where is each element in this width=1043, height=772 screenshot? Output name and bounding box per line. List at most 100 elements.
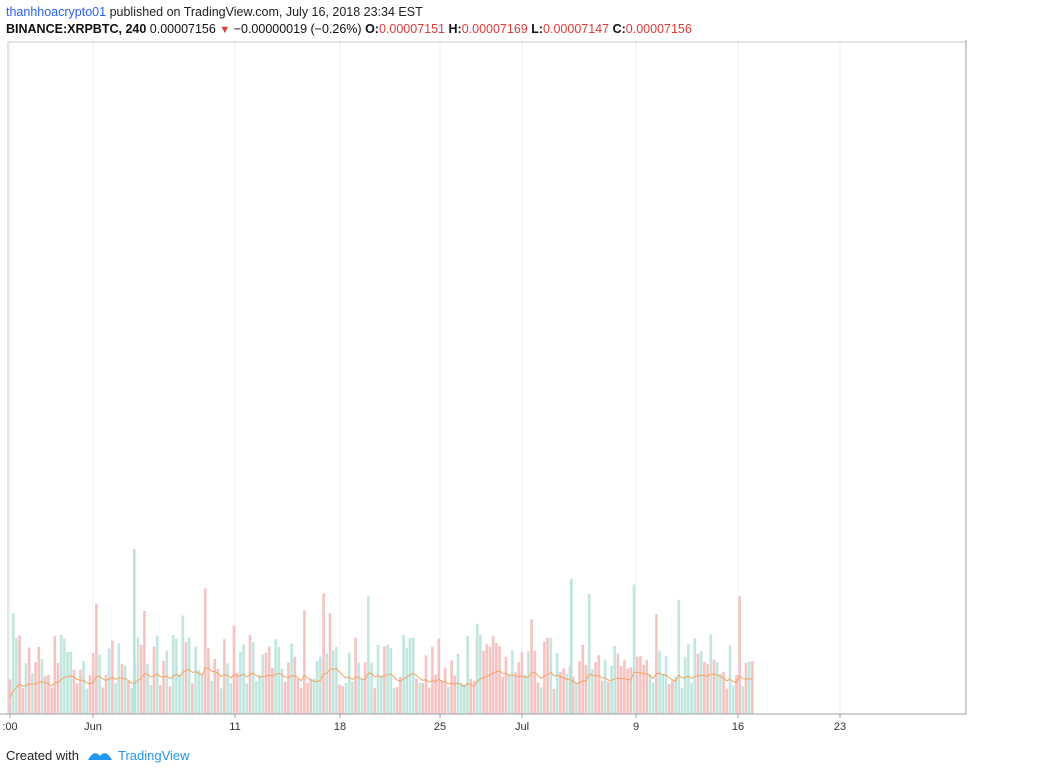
- low-value: 0.00007147: [543, 22, 610, 36]
- volume-bar: [335, 646, 338, 714]
- volume-bar: [149, 684, 153, 714]
- volume-bar: [223, 639, 226, 714]
- volume-bar: [440, 680, 444, 714]
- volume-bar: [463, 684, 466, 714]
- volume-bar: [735, 675, 738, 714]
- volume-bar: [159, 685, 162, 714]
- ohlc-line: BINANCE:XRPBTC, 240 0.00007156 ▼ −0.0000…: [6, 22, 692, 36]
- volume-bar: [72, 669, 76, 714]
- volume-bar: [114, 683, 117, 714]
- volume-bar: [747, 661, 751, 714]
- volume-bar: [415, 678, 418, 714]
- volume-bar: [744, 662, 748, 714]
- volume-bar: [623, 660, 626, 714]
- volume-bar: [725, 688, 729, 714]
- volume-bar: [191, 683, 194, 714]
- volume-bar: [379, 675, 383, 714]
- volume-bar: [171, 635, 175, 714]
- volume-bar: [43, 676, 47, 714]
- volume-bar: [411, 637, 415, 714]
- volume-bar: [507, 674, 511, 714]
- volume-bar: [613, 645, 617, 714]
- volume-bar: [731, 685, 735, 714]
- volume-bar: [469, 678, 473, 714]
- volume-bar: [421, 682, 425, 714]
- volume-bar: [570, 579, 573, 714]
- volume-bar: [661, 673, 665, 714]
- volume-bar: [450, 660, 453, 714]
- price-chart[interactable]: Take profit zone0.00008531BuySellBreak o…: [0, 40, 1043, 740]
- volume-bar: [437, 638, 441, 714]
- change-value: −0.00000019 (−0.26%): [233, 22, 362, 36]
- volume-bar: [290, 643, 293, 714]
- volume-bar: [213, 658, 217, 714]
- volume-bar: [328, 613, 332, 714]
- volume-bar: [101, 687, 105, 714]
- volume-bar: [341, 686, 345, 714]
- volume-bar: [629, 667, 633, 714]
- volume-bar: [386, 644, 389, 714]
- volume-bar: [40, 659, 44, 714]
- tradingview-logo-icon[interactable]: [86, 747, 114, 765]
- volume-bar: [501, 676, 505, 714]
- volume-bar: [655, 614, 658, 714]
- volume-bar: [495, 643, 498, 714]
- volume-bar: [517, 662, 521, 714]
- author-link[interactable]: thanhhoacrypto01: [6, 5, 107, 19]
- volume-bar: [459, 682, 463, 714]
- volume-bar: [559, 672, 562, 714]
- volume-bar: [712, 659, 716, 714]
- volume-bar: [667, 684, 671, 714]
- volume-bar: [133, 549, 136, 714]
- volume-bar: [37, 646, 41, 714]
- volume-bar: [360, 678, 364, 714]
- volume-bar: [277, 647, 281, 714]
- volume-bar: [453, 675, 457, 714]
- volume-bar: [11, 613, 15, 714]
- volume-bar: [181, 615, 185, 714]
- volume-bar: [367, 596, 370, 714]
- volume-bar: [671, 680, 674, 714]
- volume-bar: [197, 669, 201, 714]
- close-label: C:: [612, 22, 626, 36]
- volume-bar: [610, 665, 613, 714]
- axes: 0.000094000.000092000.000090000.00008800…: [0, 40, 967, 733]
- volume-bar: [543, 641, 546, 714]
- volume-bar: [95, 603, 98, 714]
- volume-bar: [232, 625, 236, 714]
- volume-bar: [498, 646, 501, 714]
- volume-bar: [658, 650, 661, 714]
- volume-bar: [15, 637, 18, 714]
- volume-bar: [674, 676, 677, 714]
- volume-bar: [363, 662, 367, 714]
- volume-bar: [504, 657, 508, 714]
- volume-bar: [402, 634, 405, 714]
- volume-bar: [85, 688, 89, 714]
- volume-bar: [690, 682, 693, 714]
- volume-bar: [283, 681, 287, 714]
- volume-bar: [344, 683, 348, 714]
- volume-bar: [514, 672, 517, 714]
- volume-bar: [395, 687, 399, 714]
- volume-bar: [648, 673, 652, 714]
- volume-bar: [117, 643, 121, 714]
- x-tick-label: :00: [2, 721, 17, 733]
- volume-bar: [555, 652, 559, 714]
- x-tick-label: 18: [334, 721, 346, 733]
- tradingview-link[interactable]: TradingView: [118, 748, 190, 763]
- volume-bar: [56, 662, 60, 714]
- published-text: published on TradingView.com, July 16, 2…: [109, 5, 423, 19]
- volume-bar: [347, 652, 351, 714]
- down-arrow-icon: ▼: [219, 24, 231, 36]
- volume-bar: [475, 623, 479, 714]
- volume-bar: [31, 673, 34, 714]
- volume-bar: [63, 638, 66, 714]
- volume-bar: [309, 678, 313, 714]
- volume-bar: [267, 646, 271, 714]
- volume-bar: [338, 684, 341, 714]
- volume-bar: [597, 655, 601, 714]
- volume-bar: [405, 647, 409, 714]
- high-value: 0.00007169: [461, 22, 528, 36]
- volume-bar: [207, 648, 210, 714]
- x-tick-label: 23: [834, 721, 846, 733]
